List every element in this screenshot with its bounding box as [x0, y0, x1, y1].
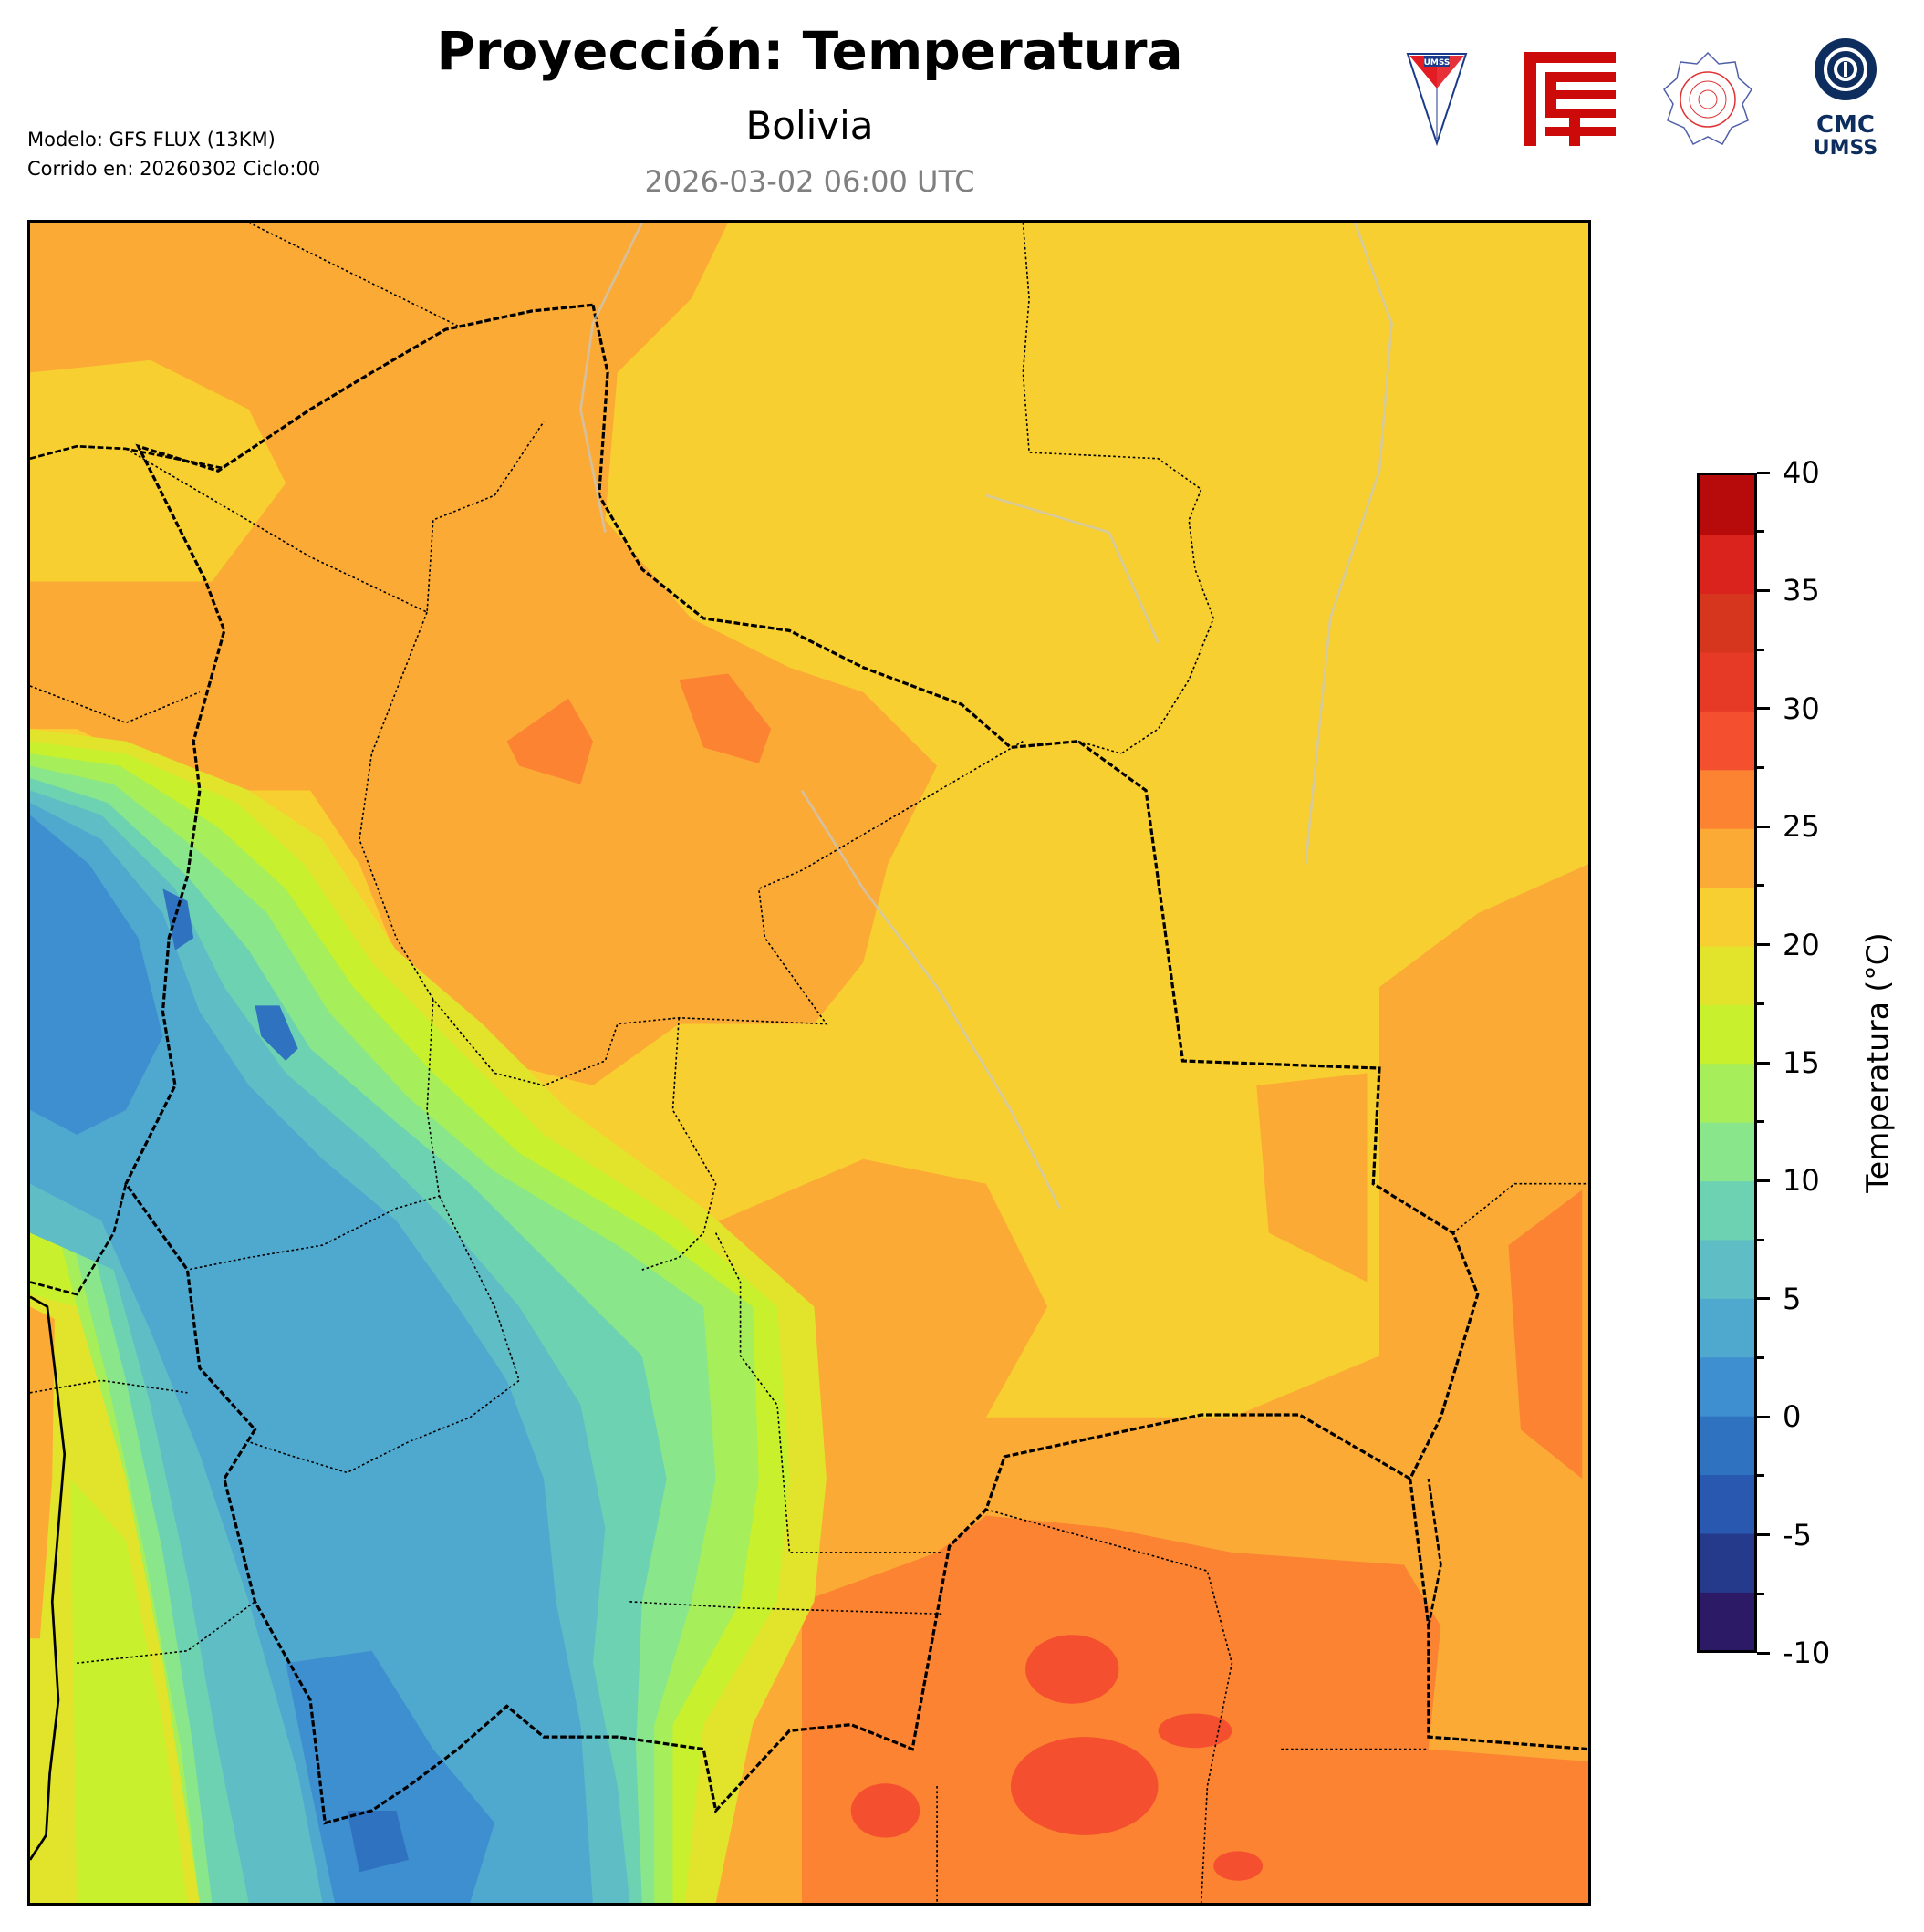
umss-shield-logo: UMSS [1406, 52, 1468, 147]
colorbar-segment [1700, 1239, 1754, 1299]
colorbar-segment [1700, 827, 1754, 888]
colorbar-tick-label: 20 [1783, 927, 1820, 962]
colorbar-minor-tick [1757, 1120, 1764, 1124]
colorbar-major-tick [1757, 707, 1770, 711]
temp-band-0-2 [286, 1650, 495, 1903]
bolivia-border [591, 304, 1588, 1751]
model-info: Modelo: GFS FLUX (13KM) [27, 129, 276, 151]
temp-band-27-30 [1025, 1635, 1119, 1704]
colorbar-major-tick [1757, 588, 1770, 592]
colorbar-major-tick [1757, 1415, 1770, 1418]
colorbar-minor-tick [1757, 1356, 1764, 1359]
colorbar-tick-label: 35 [1783, 573, 1820, 608]
colorbar-segment [1700, 945, 1754, 1005]
colorbar-minor-tick [1757, 884, 1764, 888]
temp-band-22-25 [30, 359, 286, 582]
colorbar-segment [1700, 475, 1754, 535]
colorbar-minor-tick [1757, 648, 1764, 651]
colorbar-label: Temperatura (°C) [1859, 932, 1896, 1193]
coastline [30, 1295, 67, 1861]
colorbar-minor-tick [1757, 1238, 1764, 1241]
colorbar-major-tick [1757, 943, 1770, 947]
svg-text:UMSS: UMSS [1814, 137, 1877, 158]
colorbar-segment [1700, 1003, 1754, 1065]
rivers [579, 223, 1393, 1210]
temp-band-minus2-0 [347, 1810, 409, 1873]
colorbar-segment [1700, 534, 1754, 595]
temp-band-27-30 [1213, 1851, 1264, 1881]
colorbar-segment [1700, 1473, 1754, 1534]
forecast-datetime: 2026-03-02 06:00 UTC [644, 164, 975, 199]
colorbar-segment [1700, 886, 1754, 947]
colorbar-tick-label: 40 [1783, 455, 1820, 490]
temp-band-25-27 [1508, 1189, 1583, 1480]
svg-text:UMSS: UMSS [1424, 58, 1451, 68]
temp-band-0-2 [30, 815, 163, 1135]
colorbar-segment [1700, 1121, 1754, 1182]
colorbar-minor-tick [1757, 530, 1764, 534]
temp-band-15-17-coast [70, 1479, 188, 1903]
fcyt-logo [1524, 52, 1616, 146]
colorbar [1697, 473, 1757, 1653]
colorbar-segment [1700, 1297, 1754, 1358]
temp-band-25-27 [506, 698, 593, 784]
paraguay-border [1427, 1478, 1442, 1627]
temp-band-minus2-0 [255, 1005, 298, 1061]
peru-brazil-border [30, 444, 225, 470]
colorbar-minor-tick [1757, 1592, 1764, 1595]
temp-band-2-5 [30, 803, 593, 1903]
colorbar-tick-label: 30 [1783, 691, 1820, 726]
colorbar-minor-tick [1757, 766, 1764, 769]
colorbar-tick-label: 15 [1783, 1045, 1820, 1080]
departamento-fisica-logo [1662, 49, 1754, 150]
colorbar-segment [1700, 592, 1754, 653]
colorbar-segment [1700, 1179, 1754, 1241]
colorbar-segment [1700, 651, 1754, 712]
colorbar-minor-tick [1757, 1002, 1764, 1005]
bolivia-border [124, 303, 1411, 1825]
colorbar-major-tick [1757, 1179, 1770, 1182]
colorbar-major-tick [1757, 1061, 1770, 1065]
temp-band-22-25 [1256, 1073, 1368, 1283]
temperature-map [27, 220, 1591, 1906]
temp-band-27-30 [1158, 1713, 1232, 1749]
colorbar-segment [1700, 1063, 1754, 1123]
svg-text:CMC: CMC [1816, 111, 1875, 139]
colorbar-tick-label: 0 [1783, 1399, 1802, 1435]
temp-band-27-30 [850, 1783, 920, 1838]
colorbar-major-tick [1757, 1533, 1770, 1537]
temp-band-27-30 [1010, 1737, 1159, 1835]
colorbar-major-tick [1757, 825, 1770, 828]
colorbar-segment [1700, 769, 1754, 829]
colorbar-major-tick [1757, 471, 1770, 474]
temp-band-25-27 [679, 673, 772, 763]
colorbar-tick-label: -10 [1783, 1636, 1831, 1670]
chart-subtitle: Bolivia [745, 103, 874, 148]
colorbar-tick-label: 10 [1783, 1163, 1820, 1199]
cmc-umss-logo: CMC UMSS [1811, 37, 1881, 160]
colorbar-segment [1700, 710, 1754, 771]
colorbar-segment [1700, 1415, 1754, 1476]
chart-title: Proyección: Temperatura [436, 20, 1183, 82]
colorbar-minor-tick [1757, 1474, 1764, 1478]
colorbar-major-tick [1757, 1297, 1770, 1301]
department-boundaries [30, 223, 1588, 1903]
colorbar-major-tick [1757, 1651, 1770, 1655]
colorbar-tick-label: 5 [1783, 1281, 1802, 1316]
run-info: Corrido en: 20260302 Ciclo:00 [27, 158, 321, 180]
temp-band-minus2-0 [162, 888, 194, 950]
temp-band-25-27 [801, 1515, 1588, 1903]
ocean-warm [30, 1306, 55, 1639]
colorbar-segment [1700, 1356, 1754, 1417]
colorbar-tick-label: -5 [1783, 1517, 1812, 1553]
colorbar-segment [1700, 1532, 1754, 1593]
colorbar-segment [1700, 1591, 1754, 1650]
colorbar-tick-label: 25 [1783, 809, 1820, 845]
